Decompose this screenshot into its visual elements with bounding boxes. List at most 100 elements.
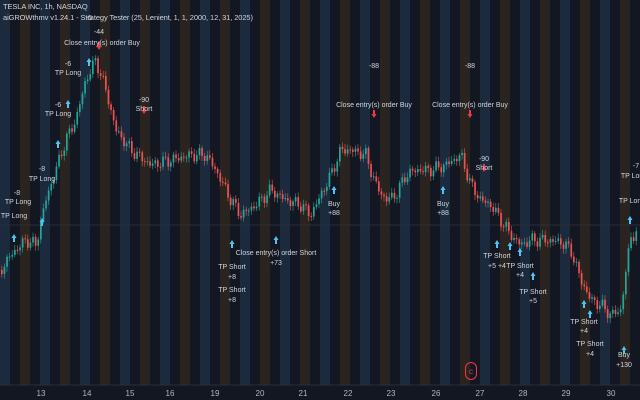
candle-body [458, 155, 461, 162]
candle-body [523, 242, 526, 244]
candle-body [580, 273, 583, 285]
candle-body [66, 133, 68, 151]
candle-body [229, 197, 232, 206]
candle-body [521, 242, 523, 245]
candle-body [248, 210, 250, 212]
candle-body [177, 158, 180, 161]
candle-body [565, 241, 567, 249]
signal-label: TP Short [218, 264, 246, 271]
candle-body [601, 299, 604, 306]
candle-body [333, 168, 336, 172]
candle-body [323, 190, 326, 192]
candle-body [47, 190, 50, 201]
candle-body [300, 206, 302, 212]
candle-body [450, 160, 453, 165]
long-arrow-icon [581, 300, 587, 308]
candle-body [154, 160, 157, 164]
long-arrow-icon [530, 272, 536, 280]
candle-body [292, 201, 294, 206]
candle-body [437, 161, 440, 168]
candle-body [505, 221, 508, 227]
candle-body [105, 76, 107, 90]
candle-body [385, 196, 388, 202]
signal-label: Short [475, 165, 493, 172]
candle-body [266, 195, 268, 204]
candle-body [261, 196, 263, 198]
signal-label: TP Short [506, 263, 534, 270]
candle-body [284, 198, 287, 200]
long-arrow-icon [494, 240, 500, 248]
candle-body [466, 168, 469, 181]
long-arrow-icon [86, 58, 92, 66]
candle-body [45, 200, 47, 209]
candle-body [596, 300, 599, 310]
candle-body [281, 194, 284, 199]
candle-body [131, 141, 133, 154]
candle-body [235, 199, 237, 203]
candle-body [336, 161, 339, 172]
candle-body [16, 249, 19, 251]
candle-body [349, 149, 352, 151]
time-axis-label: 20 [255, 389, 265, 398]
candle-body [398, 182, 401, 198]
candle-body [588, 292, 591, 299]
candle-body [591, 297, 593, 299]
candle-body [513, 237, 515, 241]
candle-body [115, 120, 118, 132]
signal-label: -8 [38, 166, 46, 173]
candle-body [635, 231, 638, 241]
session-band [620, 0, 630, 385]
candle-body [120, 131, 123, 138]
candle-body [326, 186, 328, 192]
candle-body [1, 270, 3, 274]
candle-body [471, 178, 474, 183]
session-band [520, 0, 530, 385]
candle-body [461, 152, 463, 156]
candle-body [378, 181, 380, 192]
signal-label: Buy [327, 201, 341, 208]
candle-body [170, 162, 172, 167]
short-arrow-icon [141, 106, 147, 114]
candle-body [263, 196, 266, 204]
session-band [440, 0, 450, 385]
candle-body [313, 207, 315, 217]
candle-body [245, 209, 248, 211]
candle-body [365, 148, 367, 155]
long-arrow-icon [627, 216, 633, 224]
candle-body [599, 305, 601, 310]
candle-body [609, 313, 612, 319]
signal-label: Short [135, 106, 153, 113]
candle-body [222, 181, 224, 183]
candle-body [19, 247, 21, 251]
candle-body [144, 161, 146, 163]
candle-body [3, 266, 6, 274]
session-band [240, 0, 250, 385]
candle-body [198, 148, 201, 156]
candle-body [417, 169, 419, 173]
candle-body [380, 191, 383, 195]
signal-label: +88 [328, 210, 340, 217]
candle-body [268, 184, 271, 196]
strategy-legend[interactable]: aiGROWthmv v1.24.1 - Strategy Tester (25… [3, 13, 253, 22]
long-arrow-icon [55, 140, 61, 148]
symbol-title[interactable]: TESLA INC, 1h, NASDAQ [3, 2, 88, 11]
candle-body [175, 154, 177, 159]
time-axis-label: 21 [298, 389, 308, 398]
candle-body [604, 299, 606, 310]
candle-body [552, 239, 554, 242]
replay-marker-icon[interactable]: c [465, 362, 477, 380]
candle-body [388, 197, 391, 202]
candle-body [37, 239, 40, 246]
candle-body [427, 165, 430, 168]
time-axis-label: 14 [82, 389, 92, 398]
candle-body [190, 151, 193, 154]
session-band [340, 0, 350, 385]
candle-body [619, 309, 622, 313]
candle-body [305, 204, 307, 206]
candle-body [227, 184, 229, 198]
candle-body [515, 237, 518, 240]
signal-label: +4 [586, 351, 594, 358]
candle-body [492, 207, 495, 212]
